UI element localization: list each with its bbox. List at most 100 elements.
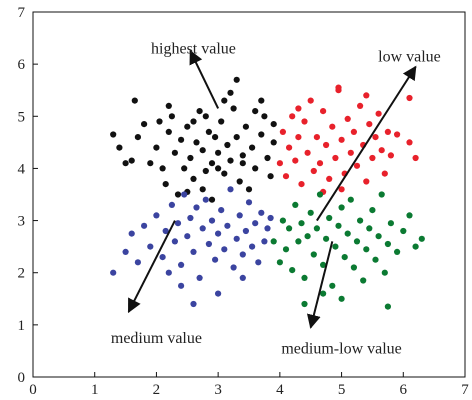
data-point [394, 131, 401, 138]
data-point [313, 134, 320, 141]
data-point [255, 259, 262, 266]
data-point [205, 128, 212, 135]
data-point [147, 160, 154, 167]
data-point [162, 181, 169, 188]
x-tick-label: 2 [153, 382, 161, 398]
data-point [252, 165, 259, 172]
data-point [295, 134, 302, 141]
data-point [267, 173, 274, 180]
data-point [338, 136, 345, 143]
annotation-arrow [306, 241, 334, 329]
data-point [239, 160, 246, 167]
data-point [196, 274, 203, 281]
x-tick-label: 1 [91, 382, 99, 398]
data-point [153, 212, 160, 219]
data-point [134, 134, 141, 141]
data-point [282, 246, 290, 253]
data-point [215, 230, 222, 237]
y-tick-label: 7 [18, 5, 26, 21]
data-point [128, 230, 135, 237]
data-point [242, 227, 249, 235]
data-point [307, 97, 314, 104]
data-point [270, 139, 277, 146]
data-point [159, 254, 166, 261]
data-point [252, 220, 259, 227]
data-point [208, 217, 216, 224]
data-point [295, 105, 302, 112]
data-point [249, 243, 256, 250]
data-point [202, 167, 209, 175]
data-point [171, 149, 178, 156]
data-point [267, 214, 274, 222]
data-point [224, 222, 231, 229]
data-point [344, 115, 351, 122]
data-point [384, 128, 391, 135]
data-point [208, 196, 216, 203]
data-point [363, 246, 370, 253]
data-point [212, 134, 219, 141]
data-point [178, 261, 185, 268]
data-point [347, 149, 354, 156]
data-point [301, 118, 308, 125]
data-point [233, 134, 240, 141]
data-point [239, 152, 246, 159]
annotation-label: medium-low value [281, 341, 401, 358]
annotation-layer: highest value low value medium value medium… [111, 41, 441, 358]
data-point [406, 94, 413, 102]
annotation-arrow [316, 65, 417, 222]
data-point [230, 105, 237, 112]
annotation-arrow [189, 49, 220, 109]
annotation-label: low value [378, 49, 441, 66]
y-tick-label: 2 [18, 266, 26, 282]
data-point [202, 113, 209, 120]
data-point [261, 238, 268, 245]
data-point [236, 178, 243, 185]
data-point [208, 160, 216, 167]
data-point [350, 128, 357, 135]
data-point [181, 165, 188, 172]
data-point [258, 209, 265, 216]
data-point [323, 141, 330, 149]
arrows-layer [127, 49, 417, 329]
data-point [295, 238, 302, 245]
data-point [168, 201, 175, 208]
data-point [338, 186, 345, 193]
data-point [378, 147, 385, 154]
data-point [245, 199, 253, 206]
data-point [412, 154, 419, 162]
annotation-arrow [127, 220, 176, 314]
data-point [310, 167, 317, 175]
y-tick-label: 3 [18, 214, 26, 230]
data-point [320, 290, 327, 297]
data-point [363, 92, 370, 99]
data-point [279, 217, 286, 224]
annotation-label: highest value [151, 41, 236, 58]
data-point [418, 235, 425, 242]
data-point [394, 248, 401, 255]
data-point [199, 225, 206, 232]
data-point [350, 264, 357, 271]
data-point [122, 248, 129, 255]
data-point [338, 295, 345, 302]
data-point [178, 282, 185, 289]
data-point [375, 110, 382, 117]
data-point [141, 222, 148, 229]
data-point [239, 251, 246, 258]
data-point [406, 139, 413, 146]
data-point [178, 136, 185, 143]
data-point [128, 157, 135, 164]
data-point [227, 157, 234, 164]
data-point [366, 225, 373, 232]
data-point [304, 149, 311, 156]
data-point [313, 225, 320, 232]
data-point [233, 235, 240, 242]
data-point [381, 269, 388, 276]
data-point [326, 214, 333, 222]
data-point [264, 154, 271, 162]
data-point [307, 209, 314, 216]
data-point [110, 131, 117, 138]
data-point [221, 97, 228, 104]
data-point [381, 170, 388, 177]
data-point [122, 160, 129, 167]
